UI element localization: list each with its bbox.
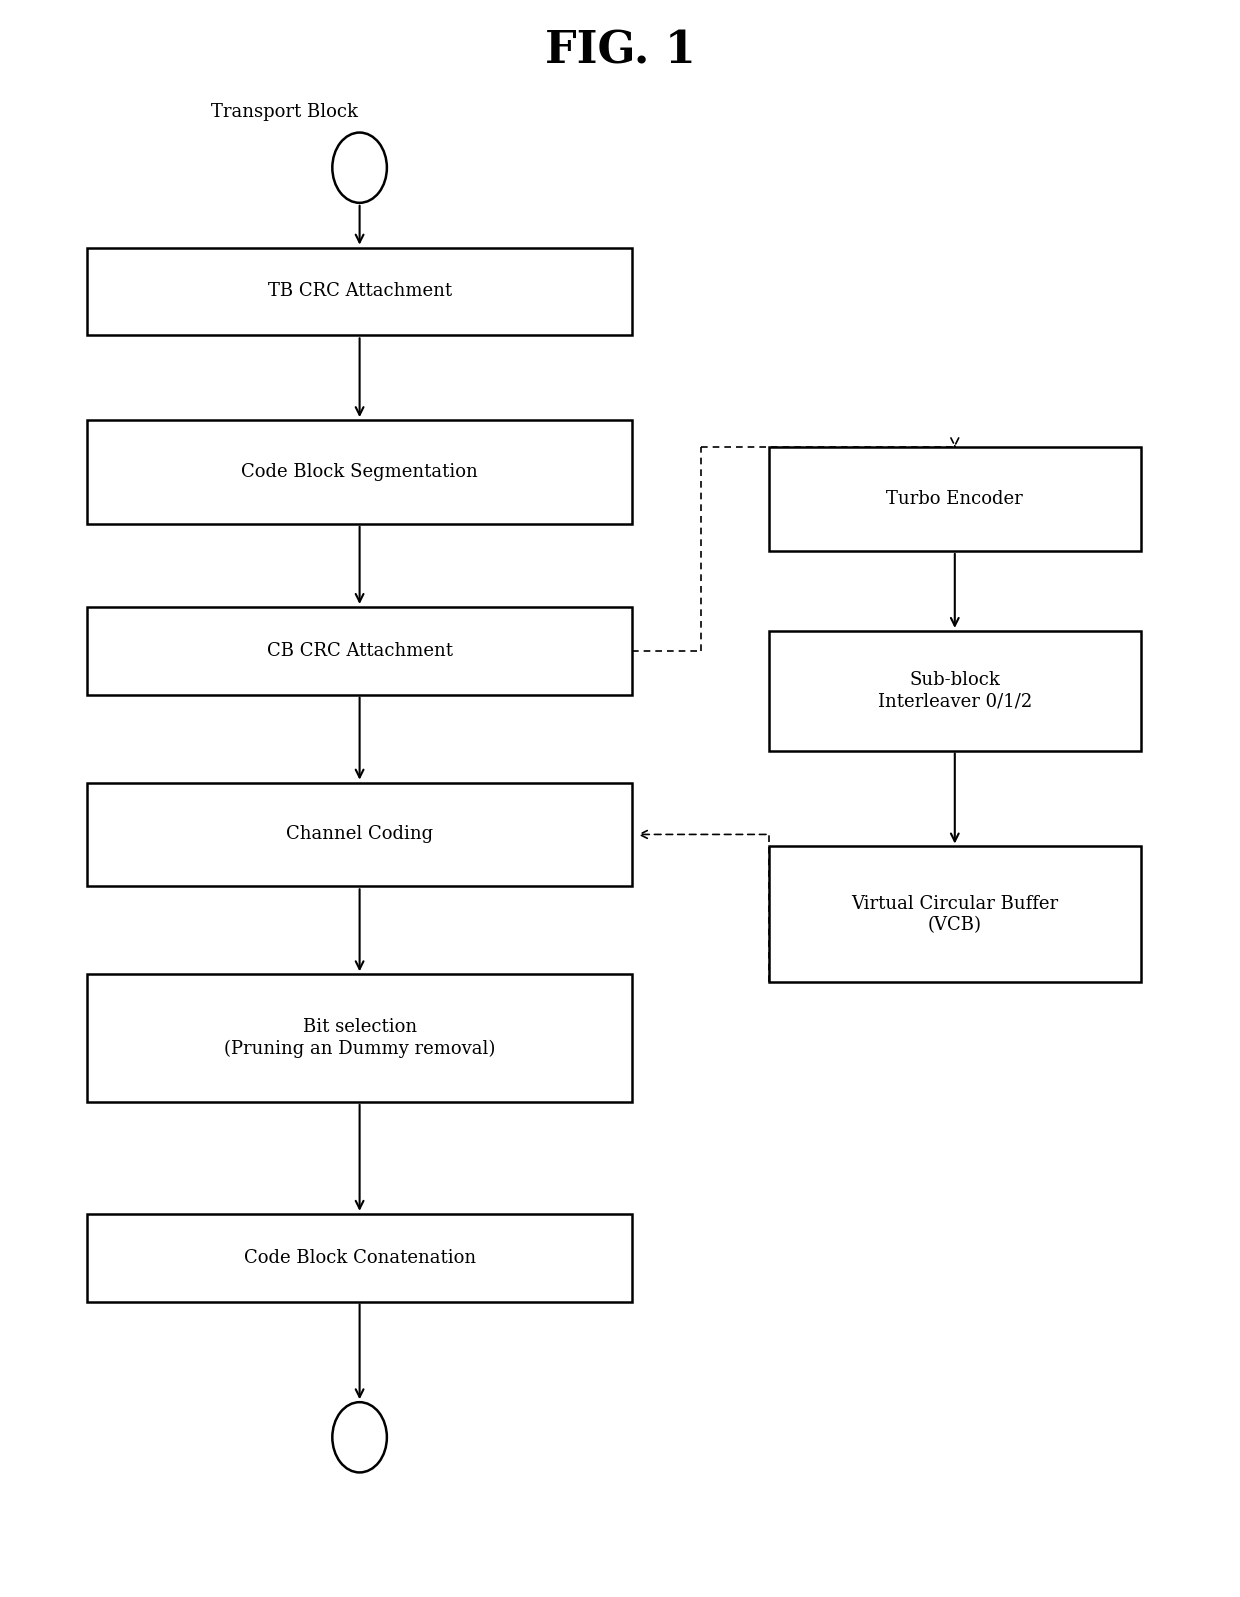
Text: TB CRC Attachment: TB CRC Attachment xyxy=(268,283,451,300)
Text: Sub-block
Interleaver 0/1/2: Sub-block Interleaver 0/1/2 xyxy=(878,671,1032,711)
FancyBboxPatch shape xyxy=(769,447,1141,551)
Text: Bit selection
(Pruning an Dummy removal): Bit selection (Pruning an Dummy removal) xyxy=(224,1019,495,1057)
Text: Turbo Encoder: Turbo Encoder xyxy=(887,490,1023,508)
FancyBboxPatch shape xyxy=(87,1214,632,1302)
Text: FIG. 1: FIG. 1 xyxy=(544,30,696,72)
Text: Code Block Conatenation: Code Block Conatenation xyxy=(243,1249,476,1266)
FancyBboxPatch shape xyxy=(87,974,632,1102)
Circle shape xyxy=(332,133,387,203)
FancyBboxPatch shape xyxy=(87,420,632,524)
FancyBboxPatch shape xyxy=(769,846,1141,982)
FancyBboxPatch shape xyxy=(87,248,632,335)
FancyBboxPatch shape xyxy=(769,631,1141,751)
Text: CB CRC Attachment: CB CRC Attachment xyxy=(267,642,453,660)
FancyBboxPatch shape xyxy=(87,607,632,695)
Circle shape xyxy=(332,1402,387,1472)
Text: Channel Coding: Channel Coding xyxy=(286,826,433,843)
Text: Code Block Segmentation: Code Block Segmentation xyxy=(242,463,477,481)
FancyBboxPatch shape xyxy=(87,783,632,886)
Text: Transport Block: Transport Block xyxy=(211,102,358,121)
Text: Virtual Circular Buffer
(VCB): Virtual Circular Buffer (VCB) xyxy=(851,894,1059,934)
